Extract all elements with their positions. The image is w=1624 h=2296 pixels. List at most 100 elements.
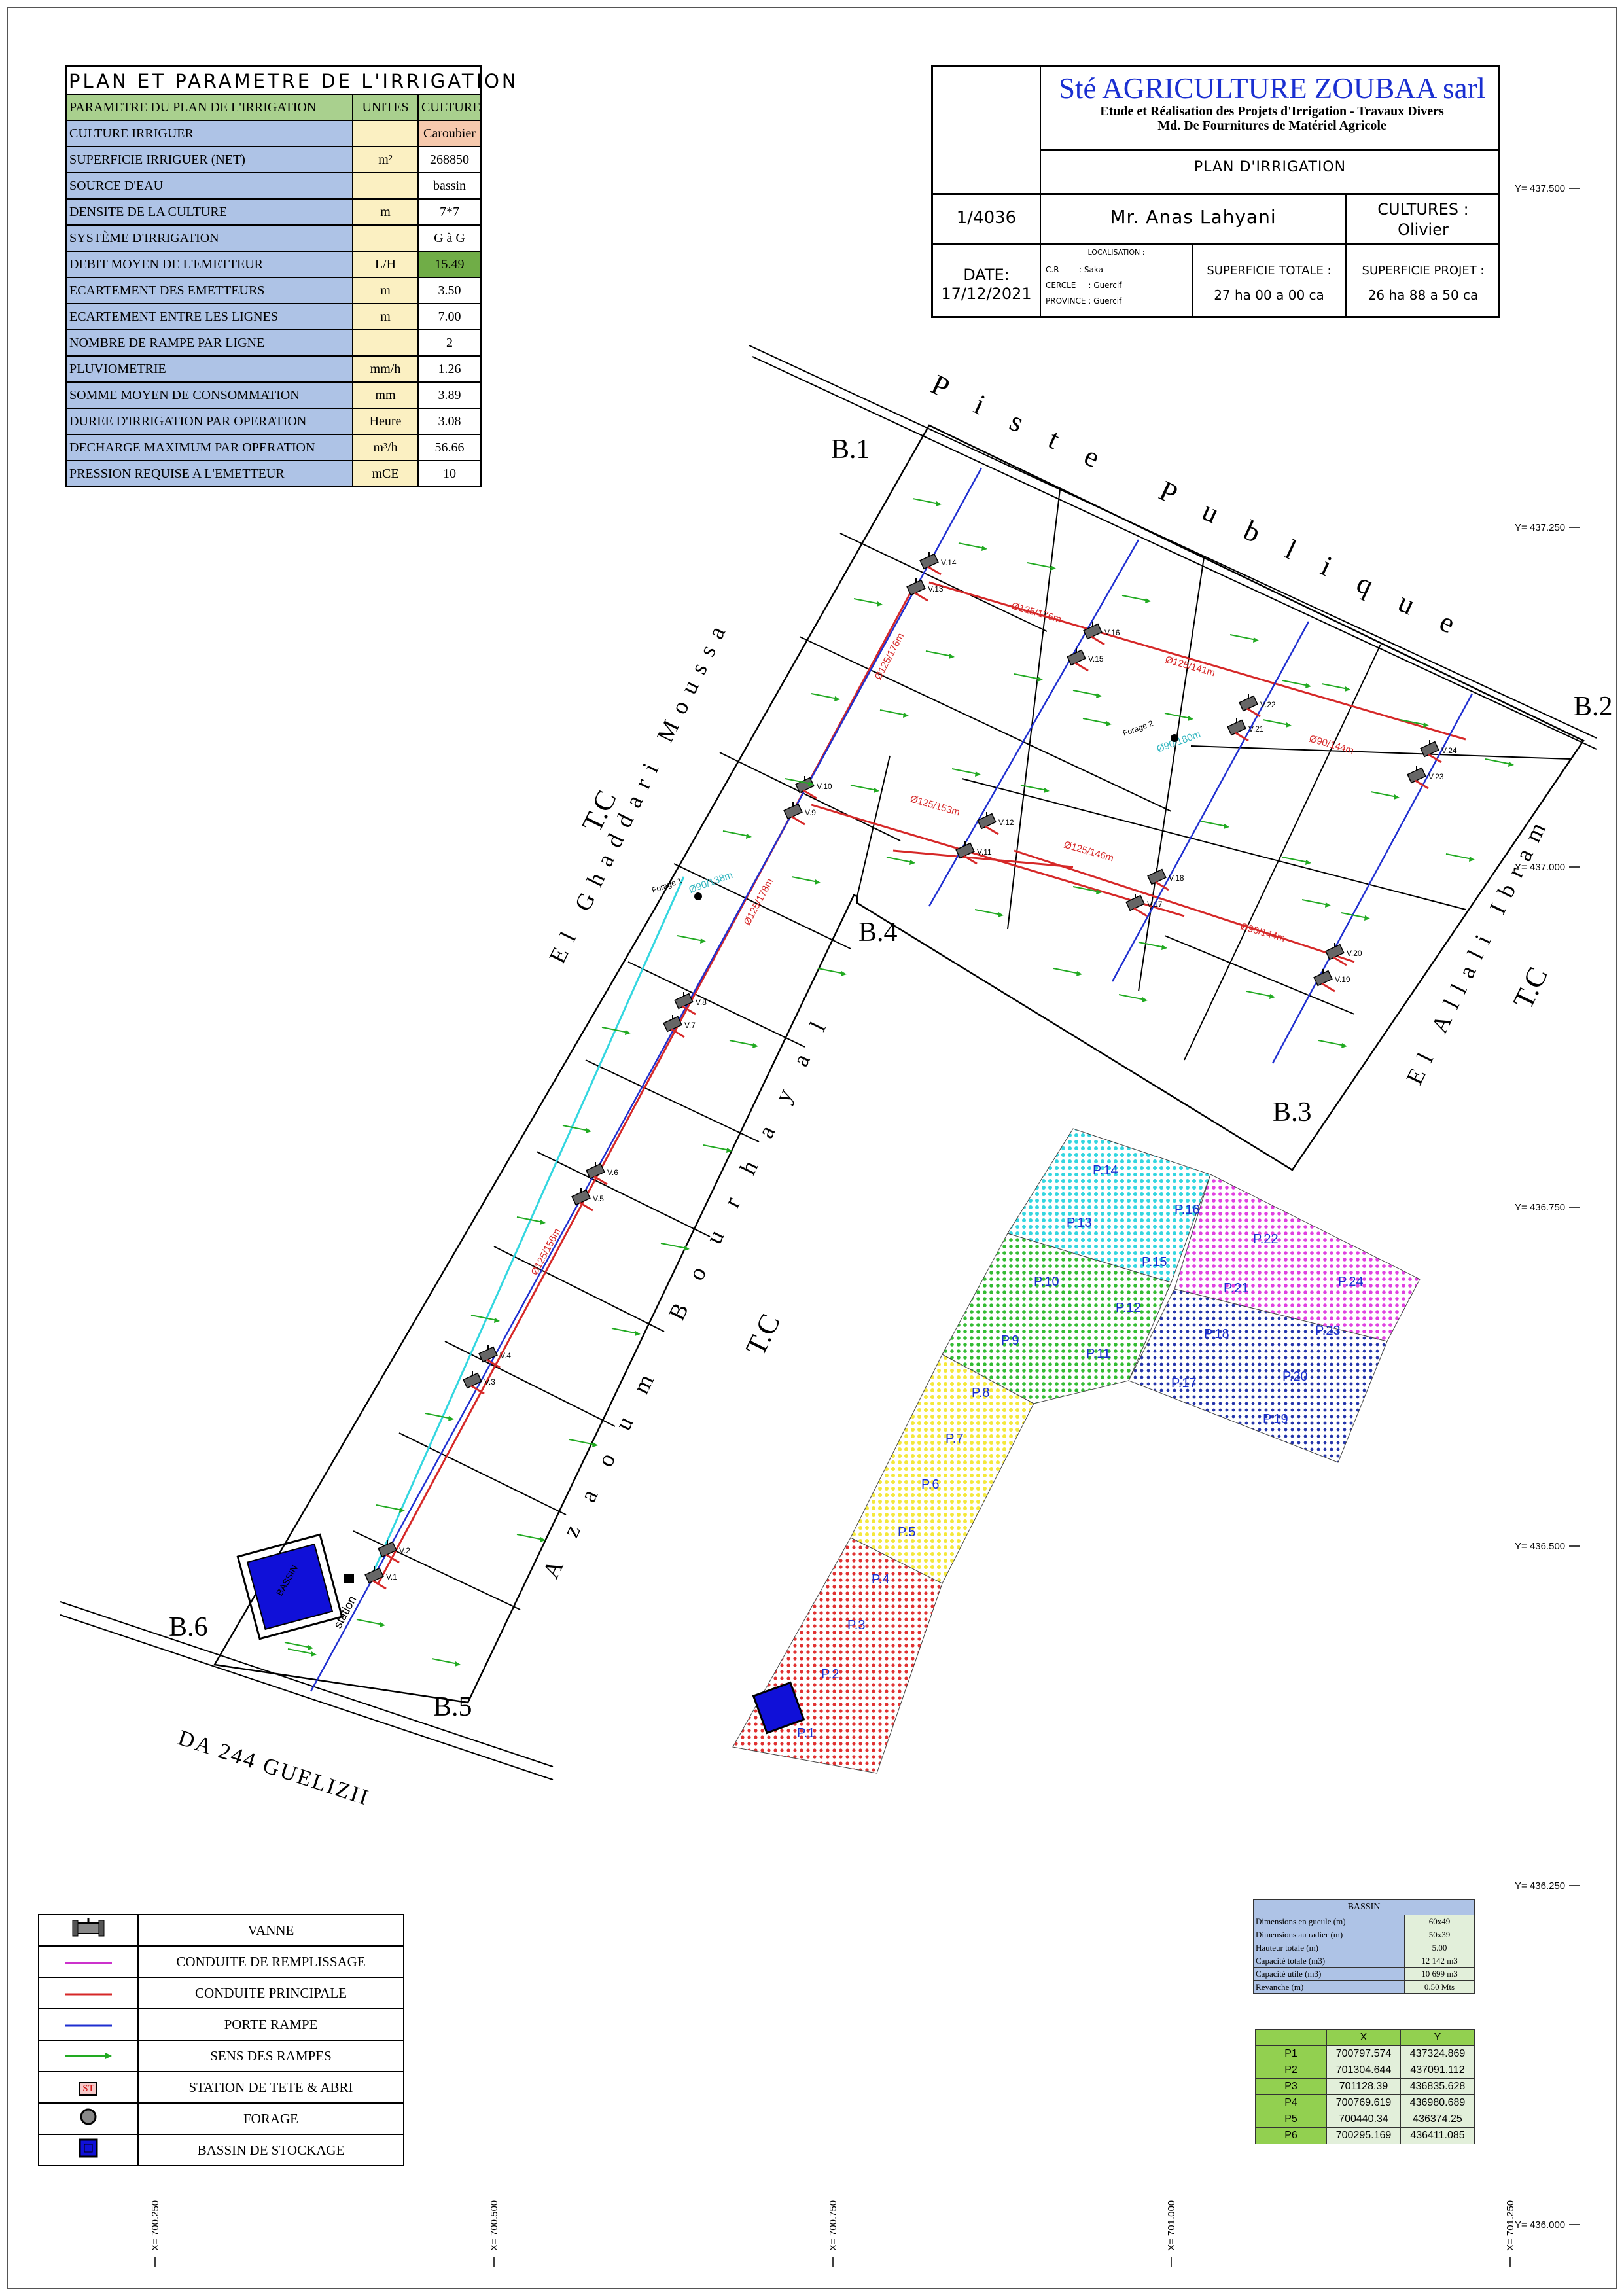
svg-text:V.2: V.2 xyxy=(399,1546,410,1555)
parcel-label: P.9 xyxy=(1001,1333,1019,1348)
x-tick: X= 700.750 xyxy=(828,2200,839,2267)
title-block: Sté AGRICULTURE ZOUBAA sarl Etude et Réa… xyxy=(931,65,1500,318)
parameter-row: DEBIT MOYEN DE L'EMETTEUR L/H 15.49 xyxy=(65,251,482,278)
company-subtitle-2: Md. De Fournitures de Matériel Agricole xyxy=(1157,118,1386,133)
ramp-arrow xyxy=(974,909,1004,917)
ramp-arrow xyxy=(912,498,942,506)
parcel-label: P.5 xyxy=(898,1525,915,1540)
porte-rampe-left xyxy=(309,467,983,1692)
parameter-label: ECARTEMENT ENTRE LES LIGNES xyxy=(65,303,353,330)
ramp-arrow xyxy=(1282,680,1311,688)
parameter-unit: m xyxy=(352,198,419,226)
parameter-value: 7.00 xyxy=(417,303,482,330)
parameter-row: NOMBRE DE RAMPE PAR LIGNE 2 xyxy=(65,329,482,357)
plan-title: PLAN D'IRRIGATION xyxy=(1193,159,1347,175)
superficie-totale-value: 27 ha 00 a 00 ca xyxy=(1214,287,1324,303)
bassin-icon xyxy=(79,2138,98,2158)
company-subtitle-1: Etude et Réalisation des Projets d'Irrig… xyxy=(1100,104,1444,118)
company-name: Sté AGRICULTURE ZOUBAA sarl xyxy=(1058,72,1486,105)
point-x: 700797.574 xyxy=(1326,2045,1401,2062)
localisation-province: PROVINCE : Guercif xyxy=(1046,296,1122,306)
ramp-arrow xyxy=(1082,718,1112,726)
svg-text:Ø90/144m: Ø90/144m xyxy=(1308,733,1355,757)
ramp-arrow xyxy=(376,1504,405,1513)
point-y: 436411.085 xyxy=(1400,2127,1475,2144)
bassin-label: Dimensions au radier (m) xyxy=(1253,1928,1405,1941)
parcel-label: P.3 xyxy=(847,1618,865,1633)
x-tick: X= 700.250 xyxy=(150,2200,161,2267)
superficie-projet-label: SUPERFICIE PROJET : xyxy=(1362,264,1485,277)
parameter-label: SUPERFICIE IRRIGUER (NET) xyxy=(65,146,353,173)
svg-text:V.17: V.17 xyxy=(1147,900,1163,909)
parameter-value: bassin xyxy=(417,172,482,200)
parameter-row: PRESSION REQUISE A L'EMETTEUR mCE 10 xyxy=(65,460,482,487)
tc-left-name: El Ghaddari Moussa xyxy=(544,612,735,967)
ramp-arrow xyxy=(1072,690,1102,698)
x-tick: X= 701.000 xyxy=(1166,2200,1177,2267)
bassin-row: Capacité utile (m3) 10 699 m3 xyxy=(1253,1967,1475,1981)
coords-row: P1 700797.574 437324.869 xyxy=(1255,2045,1475,2062)
ramp-arrow xyxy=(1246,991,1275,999)
ramp-arrow xyxy=(729,1040,758,1048)
svg-text:V.7: V.7 xyxy=(684,1021,696,1030)
bassin-label: Dimensions en gueule (m) xyxy=(1253,1915,1405,1928)
plan-scale: 1/4036 xyxy=(956,208,1017,228)
parameter-table: PLAN ET PARAMETRE DE L'IRRIGATION PARAME… xyxy=(65,65,516,487)
parcel-label: P.24 xyxy=(1338,1275,1364,1289)
ramp-arrow xyxy=(1370,791,1400,800)
parameter-value: 268850 xyxy=(417,146,482,173)
parameter-row: DENSITE DE LA CULTURE m 7*7 xyxy=(65,198,482,226)
svg-text:Y= 437.000: Y= 437.000 xyxy=(1515,862,1565,873)
localisation-title: LOCALISATION : xyxy=(1087,248,1145,256)
valve-marker: V.24 xyxy=(1420,740,1457,764)
svg-text:B.2: B.2 xyxy=(1574,692,1613,722)
parameter-value: 3.50 xyxy=(417,277,482,304)
svg-text:V.11: V.11 xyxy=(977,847,992,857)
ramp-arrow xyxy=(703,1144,732,1153)
parcel-label: P.4 xyxy=(872,1572,889,1587)
coords-header-blank xyxy=(1255,2029,1327,2046)
parcel-label: P.17 xyxy=(1171,1376,1197,1390)
svg-text:X= 701.250: X= 701.250 xyxy=(1505,2200,1516,2251)
x-tick: X= 701.250 xyxy=(1505,2200,1516,2267)
red-line-icon xyxy=(65,1993,112,1995)
valve-marker: V.11 xyxy=(955,841,992,865)
drawing-frame xyxy=(7,7,1617,2289)
parameter-row: ECARTEMENT ENTRE LES LIGNES m 7.00 xyxy=(65,303,482,330)
ramp-arrow xyxy=(516,1216,546,1225)
legend-row: ST STATION DE TETE & ABRI xyxy=(38,2071,404,2104)
bassin-label: Hauteur totale (m) xyxy=(1253,1941,1405,1954)
legend-row: BASSIN DE STOCKAGE xyxy=(38,2134,404,2166)
ramp-arrow xyxy=(1262,719,1292,728)
parameter-table-title: PLAN ET PARAMETRE DE L'IRRIGATION xyxy=(65,65,516,94)
parameter-label: SOMME MOYEN DE CONSOMMATION xyxy=(65,381,353,409)
da244-road xyxy=(60,1601,554,1780)
parameter-label: SYSTÈME D'IRRIGATION xyxy=(65,224,353,252)
svg-text:Ø125/178m: Ø125/178m xyxy=(742,877,776,927)
parameter-row: ECARTEMENT DES EMETTEURS m 3.50 xyxy=(65,277,482,304)
bassin-label: Capacité totale (m3) xyxy=(1253,1954,1405,1968)
farm-boundary xyxy=(213,424,1585,1704)
svg-text:V.14: V.14 xyxy=(941,558,957,567)
point-y: 436374.25 xyxy=(1400,2111,1475,2128)
parcel-label: P.1 xyxy=(797,1726,815,1740)
parameter-label: DUREE D'IRRIGATION PAR OPERATION xyxy=(65,408,353,435)
point-id: P5 xyxy=(1255,2111,1327,2128)
valve-marker: V.2 xyxy=(378,1540,410,1564)
ramp-arrow xyxy=(1020,785,1050,793)
parameter-unit xyxy=(352,329,419,357)
svg-text:V.12: V.12 xyxy=(998,818,1014,827)
ramp-arrow xyxy=(791,876,821,885)
coords-row: P4 700769.619 436980.689 xyxy=(1255,2094,1475,2111)
bassin-row: Revanche (m) 0.50 Mts xyxy=(1253,1980,1475,1994)
point-x: 701128.39 xyxy=(1326,2078,1401,2095)
parcel-label: P.2 xyxy=(821,1667,839,1682)
parameter-label: DEBIT MOYEN DE L'EMETTEUR xyxy=(65,251,353,278)
ramp-arrow xyxy=(1121,595,1151,603)
bassin-map: BASSIN xyxy=(236,1533,344,1640)
valves-layer: V.1 V.2 V.3 V.4 V.5 V.6 V.7 V.8 V.9 V.10 V.11 V.12 V… xyxy=(364,552,1457,1590)
bassin-value: 0.50 Mts xyxy=(1404,1980,1475,1994)
ramp-arrow xyxy=(287,1648,317,1657)
tc-mid-name: Azaoum Bourhayal xyxy=(537,992,843,1583)
